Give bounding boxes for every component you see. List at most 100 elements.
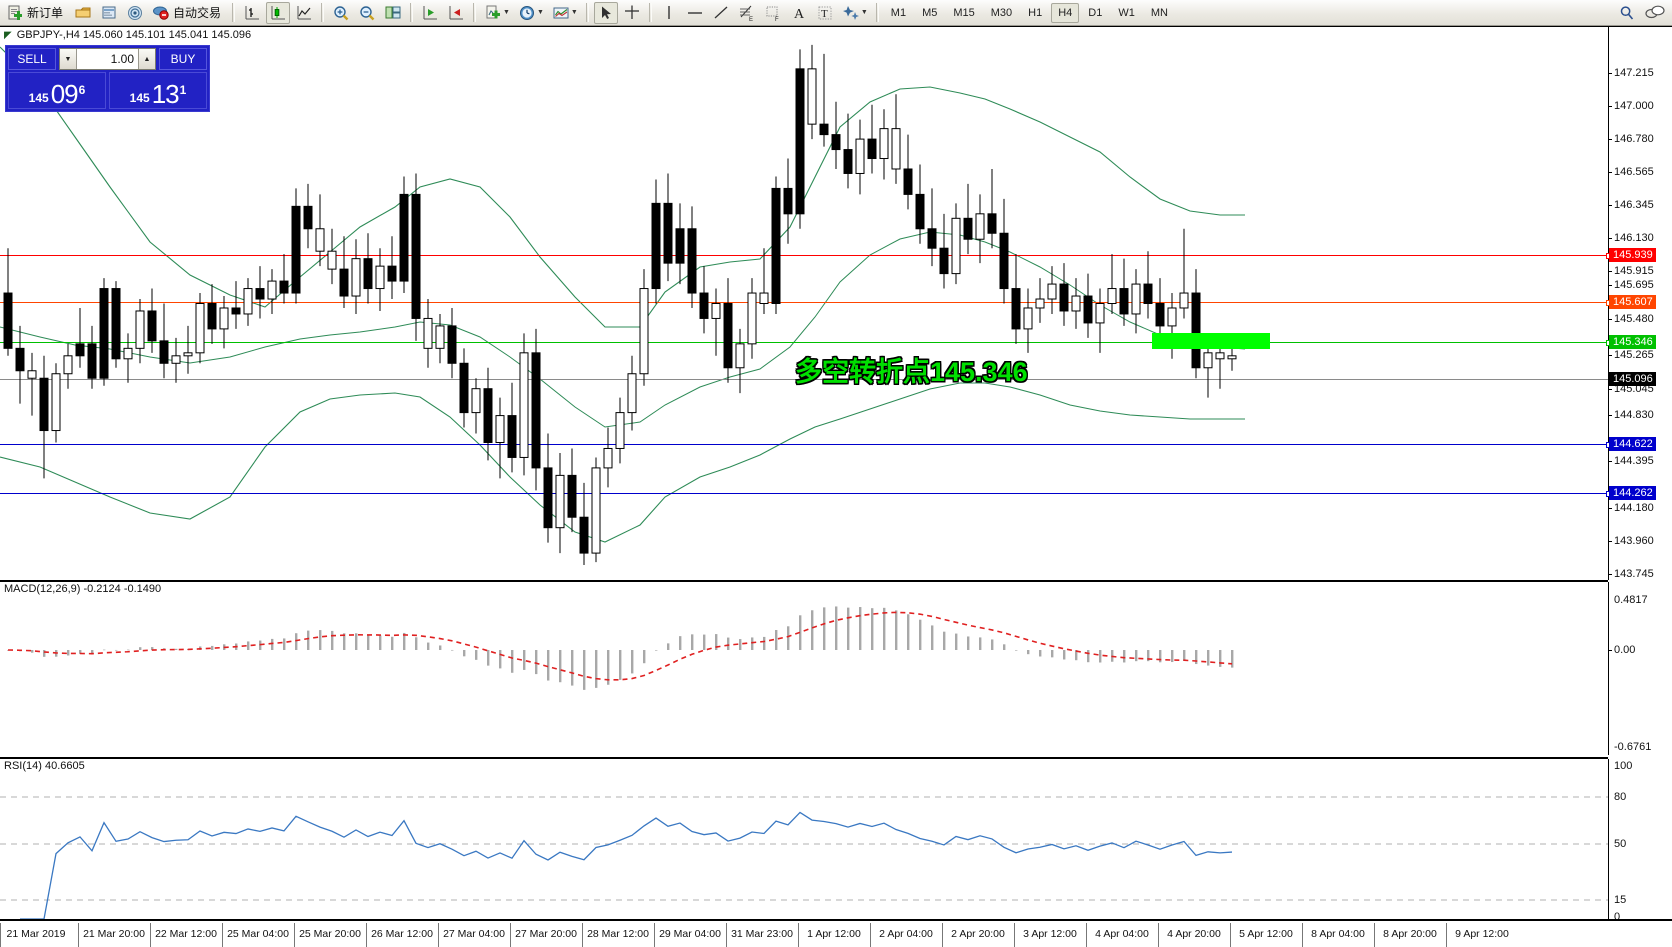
volume-increment-button[interactable]: ▲ [138,49,155,69]
green-zone-rectangle[interactable] [1152,333,1270,349]
macd-pane[interactable]: MACD(12,26,9) -0.2124 -0.1490 [0,582,1608,755]
candle-body [555,474,565,529]
line-chart-button[interactable] [292,2,316,24]
macd-bar [367,635,370,650]
buy-button[interactable]: BUY [159,48,207,70]
timeframe-h4[interactable]: H4 [1051,2,1080,23]
timeframe-w1[interactable]: W1 [1118,6,1135,19]
candle-body [723,303,733,369]
chart-canvas[interactable]: 多空转折点145.346 ◤ GBPJPY-,H4 145.060 145.10… [0,26,1672,947]
candle-body [915,193,925,230]
crosshair-tool-button[interactable] [620,2,644,24]
zoom-in-button[interactable] [329,2,353,24]
chevron-down-icon-4[interactable]: ▼ [860,9,868,16]
chevron-down-icon-3[interactable]: ▼ [570,9,578,16]
chart-title-bar: ◤ GBPJPY-,H4 145.060 145.101 145.041 145… [4,29,251,41]
macd-bar [631,650,634,674]
price-tag-current-bid[interactable]: 145.096 [1609,372,1656,386]
timeframe-d1[interactable]: D1 [1088,6,1103,19]
macd-bar [151,647,154,650]
candle-body [567,474,577,518]
price-tag-support-blue-1[interactable]: 144.622 [1609,437,1656,451]
bar-chart-button[interactable] [240,2,264,24]
rsi-pane[interactable]: RSI(14) 40.6605 [0,759,1608,919]
chevron-down-icon[interactable]: ▼ [503,9,510,16]
volume-input[interactable]: 1.00 [110,52,134,66]
zoom-out-button[interactable] [355,2,379,24]
time-separator [798,923,799,947]
macd-bar [415,637,418,650]
macd-bar [1207,650,1210,666]
candle-body [675,228,685,264]
buy-price-prefix: 145 [129,91,150,105]
indicators-button[interactable]: ▼ [481,2,513,24]
vertical-line-button[interactable] [657,2,681,24]
chat-button[interactable] [1641,2,1669,24]
time-label: 4 Apr 20:00 [1167,928,1221,940]
svg-text:E: E [749,17,753,22]
sell-price-display[interactable]: 145 09 6 [8,72,106,109]
timeframe-m15[interactable]: M15 [953,6,975,19]
price-scale[interactable]: 147.215 147.000 146.780 146.565 146.345 146.1… [1608,27,1672,580]
candle-body [267,280,277,300]
candle-body [411,193,421,319]
price-tag-resistance-red[interactable]: 145.939 [1609,248,1656,262]
cursor-tool-button[interactable] [593,1,618,24]
candle-body [423,317,433,349]
macd-bar [139,647,142,650]
period-button[interactable]: ▼ [515,2,547,24]
horizontal-line-button[interactable] [683,2,707,24]
folder-button[interactable] [71,2,95,24]
price-pane[interactable]: 多空转折点145.346 ◤ GBPJPY-,H4 145.060 145.10… [0,27,1612,580]
buy-price-display[interactable]: 145 13 1 [109,72,207,109]
one-click-trading-panel[interactable]: SELL ▼ 1.00 ▲ BUY 145 09 6 145 [5,45,210,112]
terminal-button[interactable] [97,2,121,24]
channel-button[interactable]: F [761,2,785,24]
shapes-button[interactable]: ▼ [839,2,871,24]
timeframe-mn[interactable]: MN [1150,6,1168,19]
macd-bar [115,649,118,651]
macd-bar [943,631,946,650]
new-order-label: 新订单 [27,6,64,20]
text-label-button[interactable]: T [813,2,837,24]
price-tick-146780: 146.780 [1608,133,1654,145]
search-button[interactable] [1615,2,1639,24]
timeframe-h1[interactable]: H1 [1028,6,1043,19]
chart-shift-button[interactable] [444,2,468,24]
volume-decrement-button[interactable]: ▼ [60,49,77,69]
candle-body [699,292,709,319]
sell-button[interactable]: SELL [8,48,56,70]
time-separator [510,923,511,947]
price-tag-resistance-orange[interactable]: 145.607 [1609,295,1656,309]
auto-trading-icon [153,6,169,20]
macd-bar [79,650,82,654]
volume-stepper[interactable]: ▼ 1.00 ▲ [59,48,156,70]
candlestick-chart-button[interactable] [266,1,291,24]
price-tag-support-blue-2[interactable]: 144.262 [1609,486,1656,500]
macd-bar [823,607,826,650]
macd-bar [1051,650,1054,658]
time-axis[interactable]: 21 Mar 2019 21 Mar 20:00 22 Mar 12:00 25 Ma… [0,919,1672,947]
templates-button[interactable]: ▼ [549,2,581,24]
page-title: GBPJPY-,H4 145.060 145.101 145.041 145.0… [16,29,252,41]
price-tag-pivot-green[interactable]: 145.346 [1609,335,1656,349]
signals-button[interactable] [123,2,147,24]
tile-windows-button[interactable] [381,2,405,24]
macd-bar [1015,650,1018,651]
new-order-button[interactable]: 新订单 [3,2,69,24]
macd-bar [679,636,682,650]
chevron-down-icon-2[interactable]: ▼ [536,9,544,16]
timeframe-m5[interactable]: M5 [922,6,938,19]
auto-trading-button[interactable]: 自动交易 [149,2,227,24]
timeframe-m30[interactable]: M30 [990,6,1013,19]
trendline-button[interactable] [709,2,733,24]
text-button[interactable]: A [787,2,811,24]
fibonacci-button[interactable]: E [735,2,759,24]
macd-bar [355,633,358,650]
chart-annotation[interactable]: 多空转折点145.346 [795,357,1028,387]
rsi-line [20,811,1233,919]
timeframe-m1[interactable]: M1 [890,6,907,19]
macd-bar [907,614,910,650]
candle-body [1203,352,1213,369]
shift-end-button[interactable] [418,2,442,24]
